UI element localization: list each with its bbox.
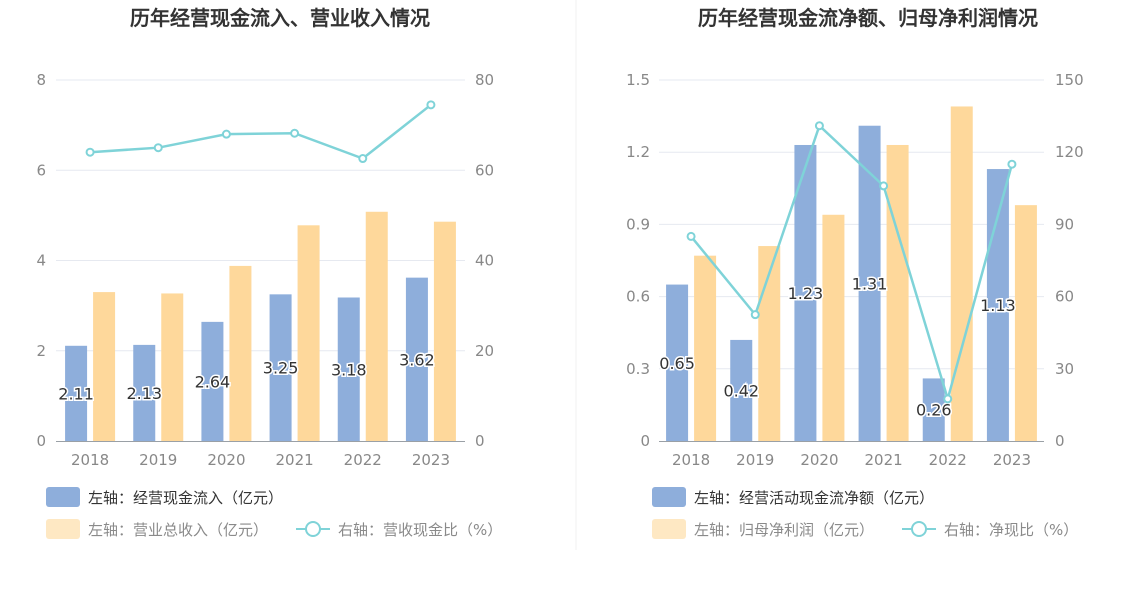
x-tick-label: 2020 xyxy=(800,451,838,469)
line-point xyxy=(750,310,760,320)
legend-label: 左轴：归母净利润（亿元） xyxy=(694,521,874,539)
bar-series-2 xyxy=(822,214,845,441)
data-label: 3.62 xyxy=(399,350,435,369)
legend-swatch-series-2 xyxy=(652,519,686,539)
right-axis-tick-label: 60 xyxy=(1055,288,1074,306)
left-axis-tick-label: 6 xyxy=(36,161,46,179)
chart-title: 历年经营现金流净额、归母净利润情况 xyxy=(698,6,1038,30)
bar-series-2 xyxy=(229,265,252,441)
legend-label: 左轴：经营现金流入（亿元） xyxy=(88,489,283,507)
chart-title: 历年经营现金流入、营业收入情况 xyxy=(130,6,430,30)
line-point xyxy=(290,128,300,138)
data-label: 2.64 xyxy=(195,372,231,391)
right-axis-tick-label: 30 xyxy=(1055,360,1074,378)
legend-label: 右轴：营收现金比（%） xyxy=(338,521,502,539)
x-tick-label: 2022 xyxy=(344,451,382,469)
left-axis-tick-label: 0.6 xyxy=(626,288,650,306)
left-axis-tick-label: 0.9 xyxy=(626,215,650,233)
right-axis-tick-label: 40 xyxy=(475,252,494,270)
x-tick-label: 2021 xyxy=(864,451,902,469)
line-series xyxy=(90,103,432,160)
right-axis-tick-label: 120 xyxy=(1055,143,1084,161)
left-axis-tick-label: 8 xyxy=(36,71,46,89)
x-tick-label: 2023 xyxy=(993,451,1031,469)
legend-swatch-series-1 xyxy=(46,487,80,507)
right-axis-tick-label: 0 xyxy=(475,432,485,450)
data-label: 0.65 xyxy=(659,354,695,373)
bar-series-2 xyxy=(433,221,456,441)
x-tick-label: 2018 xyxy=(71,451,109,469)
line-point xyxy=(85,147,95,157)
legend-line-icon xyxy=(911,521,927,537)
bar-series-2 xyxy=(950,106,973,442)
legend-swatch-series-1 xyxy=(652,487,686,507)
x-tick-label: 2021 xyxy=(275,451,313,469)
bar-series-1 xyxy=(666,284,689,441)
left-axis-tick-label: 2 xyxy=(36,342,46,360)
right-axis-tick-label: 80 xyxy=(475,71,494,89)
bar-series-1 xyxy=(337,297,360,441)
right-axis-tick-label: 60 xyxy=(475,161,494,179)
right-axis-tick-label: 0 xyxy=(1055,432,1065,450)
x-tick-label: 2023 xyxy=(412,451,450,469)
right-axis-tick-label: 150 xyxy=(1055,71,1084,89)
data-label: 3.25 xyxy=(263,359,299,378)
bar-series-2 xyxy=(297,225,320,441)
line-point xyxy=(358,154,368,164)
left-axis-tick-label: 1.5 xyxy=(626,71,650,89)
legend-label: 右轴：净现比（%） xyxy=(944,521,1078,539)
right-axis-tick-label: 20 xyxy=(475,342,494,360)
bar-series-2 xyxy=(758,246,781,441)
x-tick-label: 2022 xyxy=(929,451,967,469)
x-tick-label: 2020 xyxy=(207,451,245,469)
right-axis-tick-label: 90 xyxy=(1055,215,1074,233)
line-point xyxy=(943,394,953,404)
legend-label: 左轴：营业总收入（亿元） xyxy=(88,521,268,539)
line-point xyxy=(153,143,163,153)
left-axis-tick-label: 0 xyxy=(640,432,650,450)
line-series xyxy=(690,123,1014,404)
line-point xyxy=(814,121,824,131)
data-label: 3.18 xyxy=(331,360,367,379)
data-label: 0.26 xyxy=(916,401,952,420)
bar-series-2 xyxy=(365,211,388,441)
line-point xyxy=(426,100,436,110)
left-axis-tick-label: 0.3 xyxy=(626,360,650,378)
line-point xyxy=(879,181,889,191)
data-label: 2.13 xyxy=(126,384,162,403)
left-axis-tick-label: 4 xyxy=(36,252,46,270)
bar-series-1 xyxy=(65,345,88,441)
legend-swatch-series-2 xyxy=(46,519,80,539)
bar-series-1 xyxy=(730,339,753,441)
data-label: 0.42 xyxy=(723,381,759,400)
bar-series-1 xyxy=(269,294,292,441)
left-axis-tick-label: 1.2 xyxy=(626,143,650,161)
data-label: 1.31 xyxy=(852,274,888,293)
left-axis-tick-label: 0 xyxy=(36,432,46,450)
bar-series-2 xyxy=(1014,205,1037,441)
bar-series-2 xyxy=(694,255,717,441)
bar-series-1 xyxy=(794,144,817,442)
data-label: 1.23 xyxy=(788,284,824,303)
legend-label: 左轴：经营活动现金流净额（亿元） xyxy=(694,489,934,507)
line-point xyxy=(686,231,696,241)
bar-series-2 xyxy=(886,144,909,442)
line-point xyxy=(1007,159,1017,169)
bar-series-1 xyxy=(201,321,224,441)
data-label: 1.13 xyxy=(980,296,1016,315)
line-point xyxy=(221,129,231,139)
bar-series-1 xyxy=(922,378,945,441)
x-tick-label: 2018 xyxy=(672,451,710,469)
bar-series-1 xyxy=(133,344,156,441)
x-tick-label: 2019 xyxy=(139,451,177,469)
data-label: 2.11 xyxy=(58,384,94,403)
bar-series-1 xyxy=(858,125,881,441)
legend-line-icon xyxy=(305,521,321,537)
bar-series-2 xyxy=(161,293,184,441)
bar-series-2 xyxy=(93,292,116,441)
bar-series-1 xyxy=(405,277,428,441)
x-tick-label: 2019 xyxy=(736,451,774,469)
